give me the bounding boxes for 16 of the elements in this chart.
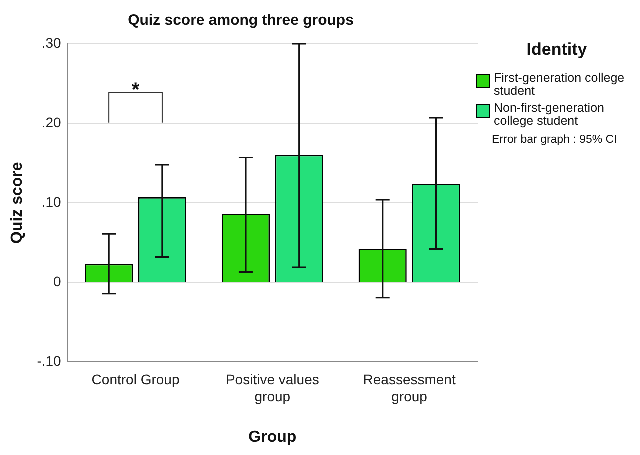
- y-tick-label: .20: [42, 114, 62, 130]
- y-tick-label: 0: [54, 274, 62, 290]
- text: Error bar graph : 95% CI: [492, 134, 618, 146]
- legend-label: First-generation college student: [494, 71, 626, 98]
- legend-title: Identity: [526, 40, 588, 60]
- x-tick-label: Reassessment group: [363, 371, 456, 404]
- x-axis-title: Group: [248, 428, 297, 446]
- chart-title: Quiz score among three groups: [128, 12, 354, 30]
- annotation: *: [132, 79, 140, 102]
- x-tick-label: Control Group: [92, 371, 180, 388]
- y-tick-label: .10: [42, 194, 62, 210]
- y-tick-label: .30: [42, 34, 62, 51]
- y-tick-label: -.10: [37, 353, 62, 370]
- x-tick-label: Positive values group: [226, 371, 320, 404]
- legend-label: Non-first-generation college student: [494, 101, 606, 128]
- y-axis-title: Quiz score: [9, 162, 26, 244]
